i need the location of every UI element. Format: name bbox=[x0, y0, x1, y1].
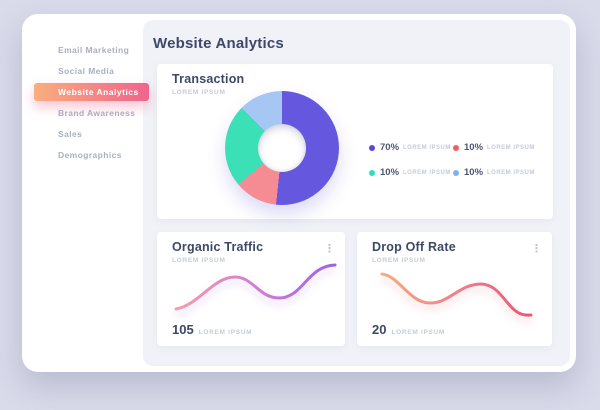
drop-off-rate-chart bbox=[380, 272, 533, 317]
transaction-card-subtitle: LOREM IPSUM bbox=[172, 89, 226, 96]
organic-traffic-value-label: LOREM IPSUM bbox=[198, 329, 253, 336]
legend-label: LOREM IPSUM bbox=[403, 169, 451, 176]
legend-label: LOREM IPSUM bbox=[487, 169, 535, 176]
legend-value: 10% bbox=[464, 167, 484, 178]
sidebar-item-brand-awareness[interactable]: Brand Awareness bbox=[58, 108, 136, 118]
drop-off-rate-line bbox=[380, 272, 533, 317]
legend-label: LOREM IPSUM bbox=[487, 144, 535, 151]
legend-value: 70% bbox=[380, 142, 400, 153]
organic-traffic-line bbox=[174, 263, 337, 311]
legend-item: 10% LOREM IPSUM bbox=[453, 167, 537, 178]
organic-traffic-chart bbox=[174, 263, 337, 311]
sidebar-item-website-analytics[interactable]: Website Analytics bbox=[34, 83, 149, 101]
ellipsis-icon: ⋮ bbox=[531, 242, 542, 255]
transaction-card-title: Transaction bbox=[172, 72, 245, 86]
organic-traffic-subtitle: LOREM IPSUM bbox=[172, 257, 226, 264]
sidebar-item-demographics[interactable]: Demographics bbox=[58, 150, 122, 160]
drop-off-rate-title: Drop Off Rate bbox=[372, 240, 456, 254]
legend-item: 10% LOREM IPSUM bbox=[453, 142, 537, 153]
legend-dot-teal-icon bbox=[369, 169, 375, 176]
page-title: Website Analytics bbox=[153, 35, 284, 52]
app-window: Email Marketing Social Media Website Ana… bbox=[22, 14, 576, 372]
drop-off-rate-subtitle: LOREM IPSUM bbox=[372, 257, 426, 264]
sidebar: Email Marketing Social Media Website Ana… bbox=[22, 14, 149, 372]
legend-dot-red-icon bbox=[453, 144, 459, 151]
main-panel: Website Analytics Transaction LOREM IPSU… bbox=[143, 20, 570, 366]
organic-traffic-value-row: 105 LOREM IPSUM bbox=[172, 322, 252, 337]
card-menu-button[interactable]: ⋮ bbox=[324, 243, 335, 254]
organic-traffic-title: Organic Traffic bbox=[172, 240, 264, 254]
donut-legend: 70% LOREM IPSUM 10% LOREM IPSUM 10% LORE… bbox=[369, 142, 537, 178]
sidebar-item-email-marketing[interactable]: Email Marketing bbox=[58, 45, 130, 55]
card-menu-button[interactable]: ⋮ bbox=[531, 243, 542, 254]
transaction-card: Transaction LOREM IPSUM 70% LOREM IPSUM … bbox=[157, 64, 553, 219]
drop-off-rate-value-row: 20 LOREM IPSUM bbox=[372, 322, 445, 337]
ellipsis-icon: ⋮ bbox=[324, 242, 335, 255]
legend-dot-purple-icon bbox=[369, 144, 375, 151]
donut-chart bbox=[225, 91, 339, 205]
drop-off-rate-value-label: LOREM IPSUM bbox=[391, 329, 446, 336]
donut-hole bbox=[258, 124, 306, 172]
legend-label: LOREM IPSUM bbox=[403, 144, 451, 151]
legend-dot-blue-icon bbox=[453, 169, 459, 176]
drop-off-rate-card: Drop Off Rate LOREM IPSUM ⋮ 20 LOREM IPS… bbox=[357, 232, 552, 346]
sidebar-item-social-media[interactable]: Social Media bbox=[58, 66, 115, 76]
legend-value: 10% bbox=[464, 142, 484, 153]
legend-item: 70% LOREM IPSUM bbox=[369, 142, 453, 153]
legend-item: 10% LOREM IPSUM bbox=[369, 167, 453, 178]
organic-traffic-value: 105 bbox=[172, 322, 194, 337]
drop-off-rate-value: 20 bbox=[372, 322, 387, 337]
legend-value: 10% bbox=[380, 167, 400, 178]
sidebar-item-sales[interactable]: Sales bbox=[58, 129, 83, 139]
organic-traffic-card: Organic Traffic LOREM IPSUM ⋮ 105 LOREM … bbox=[157, 232, 345, 346]
